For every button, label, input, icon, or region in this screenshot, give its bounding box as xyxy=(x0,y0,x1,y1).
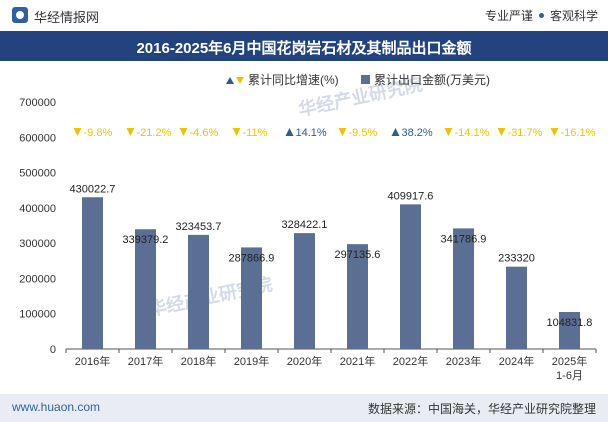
yoy-down-triangle-icon xyxy=(550,128,559,136)
x-category-label: 2022年 xyxy=(393,354,428,368)
yoy-value-label: 38.2% xyxy=(402,127,433,139)
x-category-label: 2021年 xyxy=(340,354,375,368)
bar xyxy=(82,197,103,349)
bar xyxy=(241,247,262,349)
bar-value-label: 297135.6 xyxy=(335,249,381,261)
x-category-label: 2025年 xyxy=(552,354,587,368)
legend-down-triangle-icon xyxy=(236,77,244,84)
legend-label-amount: 累计出口金额(万美元) xyxy=(374,72,490,87)
x-category-label: 2018年 xyxy=(181,354,216,368)
legend-label-yoy: 累计同比增速(%) xyxy=(248,73,339,87)
legend-swatch-amount xyxy=(361,75,370,84)
y-tick-label: 500000 xyxy=(19,168,56,180)
x-category-label: 2017年 xyxy=(128,354,163,368)
x-category-label: 1-6月 xyxy=(556,370,583,382)
x-category-label: 2024年 xyxy=(499,354,534,368)
yoy-down-triangle-icon xyxy=(497,128,506,136)
yoy-value-label: -31.7% xyxy=(508,127,543,139)
legend-up-triangle-icon xyxy=(226,77,234,84)
bar xyxy=(453,228,474,349)
bar xyxy=(506,266,527,349)
y-tick-label: 700000 xyxy=(19,97,56,109)
bar-value-label: 233320 xyxy=(498,253,535,265)
bar-value-label: 287866.9 xyxy=(229,252,275,264)
footer-url: www.huaon.com xyxy=(12,400,101,414)
yoy-value-label: -16.1% xyxy=(561,127,596,139)
yoy-value-label: -4.6% xyxy=(190,127,219,139)
yoy-value-label: -11% xyxy=(243,127,268,139)
top-bar: 华经情报网 专业严谨 客观科学 xyxy=(0,0,608,30)
yoy-up-triangle-icon xyxy=(391,128,400,136)
bar-value-label: 328422.1 xyxy=(282,219,328,231)
brand-name: 华经情报网 xyxy=(34,10,100,25)
x-category-label: 2020年 xyxy=(287,354,322,368)
bar-value-label: 323453.7 xyxy=(176,221,222,233)
bar-value-label: 341786.9 xyxy=(441,233,487,245)
logo-icon xyxy=(12,7,28,23)
yoy-down-triangle-icon xyxy=(232,128,241,136)
bar xyxy=(347,244,368,349)
tagline-left: 专业严谨 xyxy=(484,9,533,23)
bar xyxy=(559,312,580,349)
yoy-value-label: -9.5% xyxy=(349,127,378,139)
yoy-value-label: -9.8% xyxy=(84,127,113,139)
x-category-label: 2016年 xyxy=(75,354,110,368)
tagline: 专业严谨 客观科学 xyxy=(485,7,598,24)
footer-source: 数据来源：中国海关，华经产业研究院整理 xyxy=(367,402,596,416)
dot-icon xyxy=(538,13,544,18)
bar-value-label: 409917.6 xyxy=(388,190,434,202)
y-tick-label: 600000 xyxy=(19,132,56,144)
bar-value-label: 104831.8 xyxy=(547,317,593,329)
x-category-label: 2023年 xyxy=(446,354,481,368)
y-tick-label: 200000 xyxy=(19,273,56,285)
yoy-down-triangle-icon xyxy=(179,128,188,136)
yoy-down-triangle-icon xyxy=(126,128,135,136)
yoy-down-triangle-icon xyxy=(338,128,347,136)
bar-value-label: 339379.2 xyxy=(123,234,169,246)
yoy-value-label: -21.2% xyxy=(137,127,172,139)
bar xyxy=(294,233,315,349)
bar xyxy=(135,229,156,349)
x-category-label: 2019年 xyxy=(234,354,269,368)
y-tick-label: 100000 xyxy=(19,309,56,321)
y-tick-label: 400000 xyxy=(19,203,56,215)
tagline-right: 客观科学 xyxy=(549,9,598,23)
yoy-down-triangle-icon xyxy=(73,128,82,136)
yoy-value-label: -14.1% xyxy=(455,127,490,139)
yoy-up-triangle-icon xyxy=(285,128,294,136)
y-tick-label: 300000 xyxy=(19,238,56,250)
footer-bar: www.huaon.com 数据来源：中国海关，华经产业研究院整理 xyxy=(0,394,608,422)
yoy-down-triangle-icon xyxy=(444,128,453,136)
yoy-value-label: 14.1% xyxy=(296,127,327,139)
chart-title: 2016-2025年6月中国花岗岩石材及其制品出口金额 xyxy=(136,40,472,57)
bar xyxy=(188,234,209,349)
y-tick-label: 0 xyxy=(50,344,56,356)
bar xyxy=(400,204,421,349)
bar-value-label: 430022.7 xyxy=(70,183,116,195)
title-bar: 2016-2025年6月中国花岗岩石材及其制品出口金额 xyxy=(0,31,608,61)
